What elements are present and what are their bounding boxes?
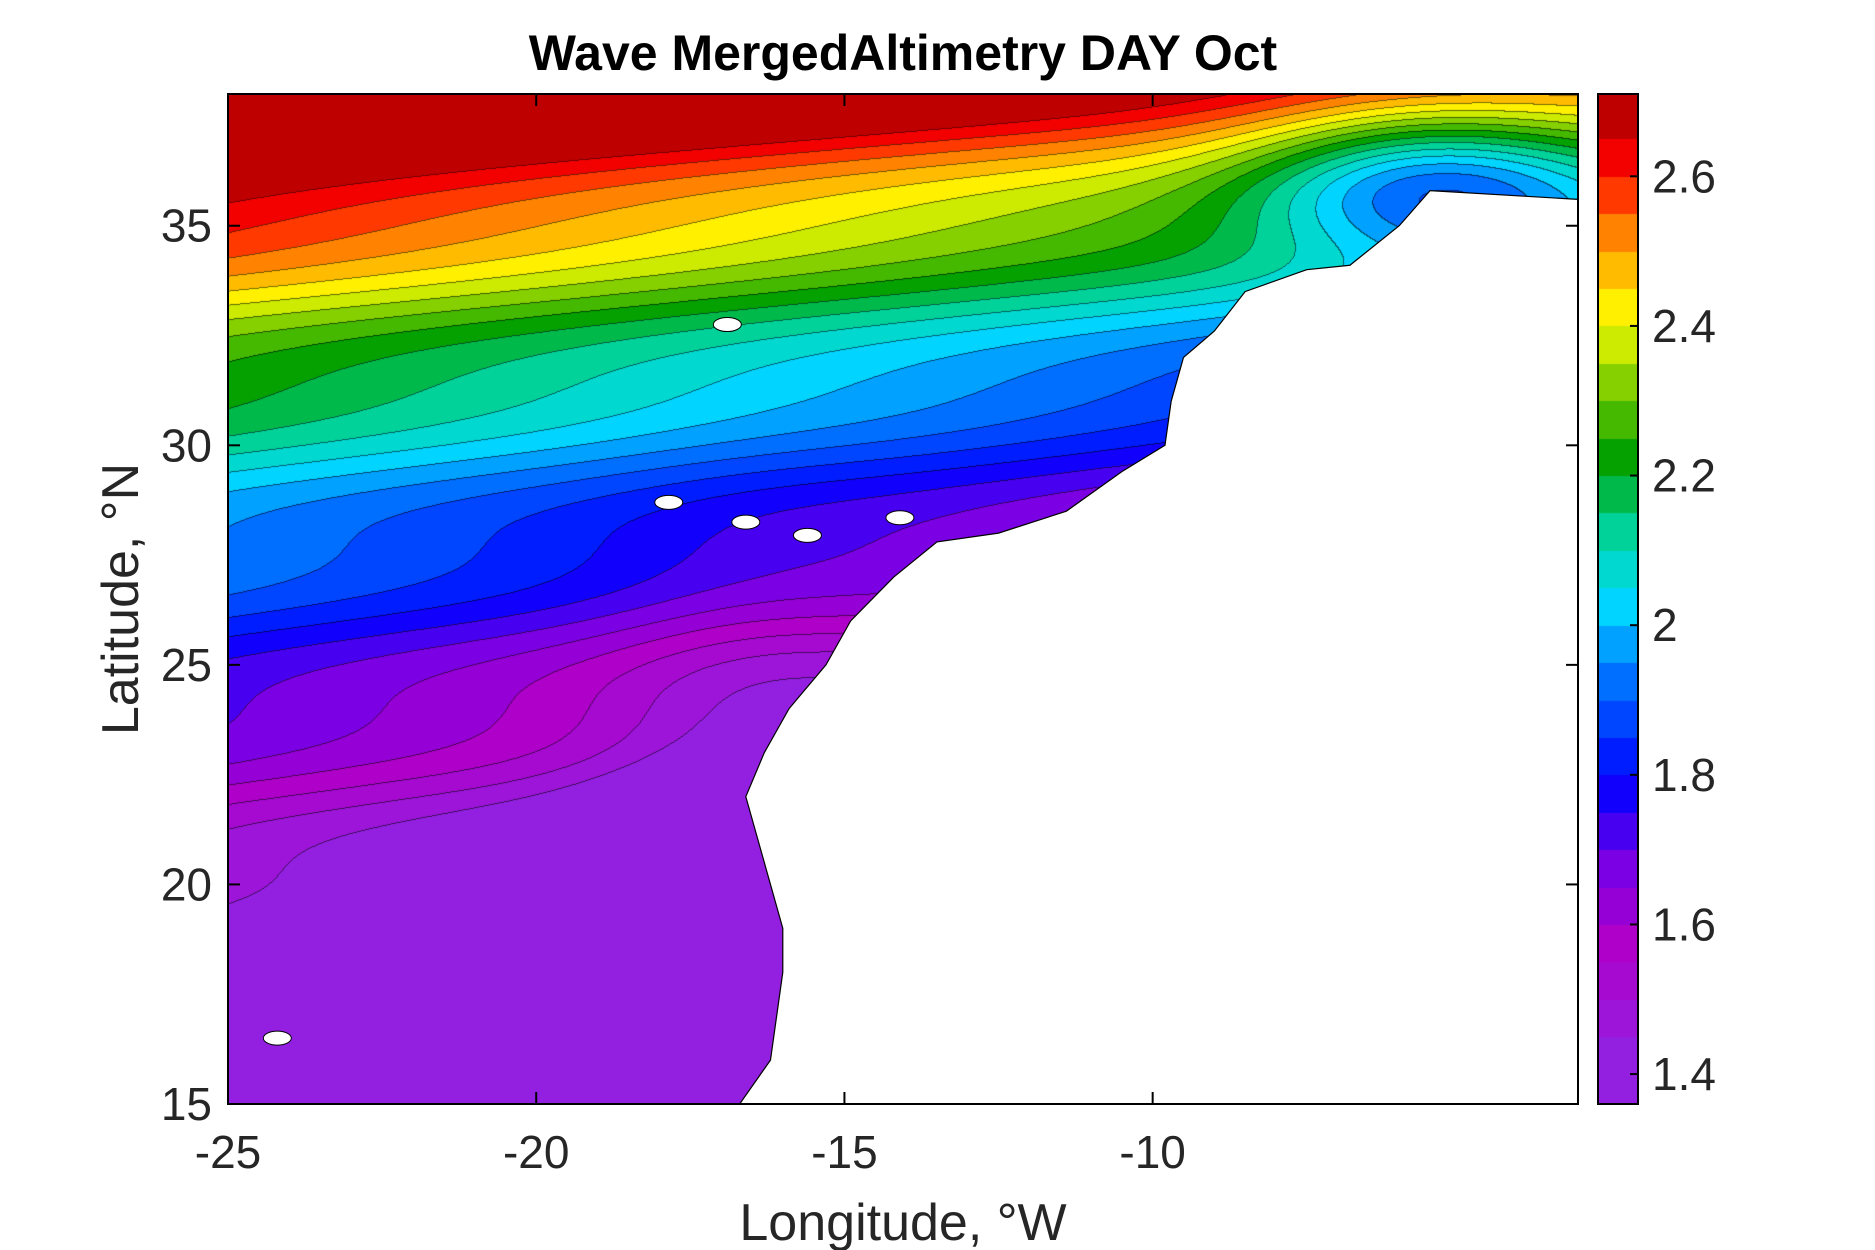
colorbar-tick-label: 1.6 — [1652, 898, 1716, 950]
x-axis-label: Longitude, °W — [739, 1194, 1066, 1250]
y-axis-label: Latitude, °N — [92, 463, 150, 735]
x-tick-label: -20 — [503, 1126, 569, 1178]
island-tenerife — [731, 514, 761, 530]
plot-area — [228, 94, 1578, 1104]
colorbar-ticks: 1.4 1.6 1.8 2 2.2 2.4 2.6 — [1630, 150, 1716, 1100]
colorbar-tick-label: 1.8 — [1652, 749, 1716, 801]
colorbar-tick-label: 1.4 — [1652, 1048, 1716, 1100]
x-axis: -25 -20 -15 -10 — [195, 94, 1186, 1178]
y-axis: 15 20 25 30 35 — [161, 200, 1578, 1130]
island-la-palma — [654, 494, 684, 510]
colorbar-tick-label: 2 — [1652, 599, 1678, 651]
y-tick-label: 35 — [161, 200, 212, 252]
colorbar: 1.4 1.6 1.8 2 2.2 2.4 2.6 — [1597, 93, 1716, 1105]
y-tick-label: 20 — [161, 858, 212, 910]
island-cape-verde — [262, 1030, 292, 1046]
colorbar-tick-label: 2.4 — [1652, 300, 1716, 352]
y-tick-label: 15 — [161, 1078, 212, 1130]
land-mass-africa-iberia — [738, 94, 1578, 1104]
y-tick-label: 30 — [161, 419, 212, 471]
x-tick-label: -10 — [1119, 1126, 1185, 1178]
colorbar-tick-label: 2.6 — [1652, 150, 1716, 202]
plot-frame — [227, 93, 1579, 1105]
island-fuerteventura — [885, 510, 915, 526]
chart-title: Wave MergedAltimetry DAY Oct — [529, 25, 1278, 81]
colorbar-tick-label: 2.2 — [1652, 450, 1716, 502]
islands-group — [262, 317, 915, 1046]
x-tick-label: -25 — [195, 1126, 261, 1178]
island-madeira — [712, 317, 742, 333]
x-tick-label: -15 — [811, 1126, 877, 1178]
island-gran-canaria — [792, 527, 822, 543]
colorbar-gradient — [1598, 94, 1638, 1104]
colorbar-frame — [1597, 93, 1639, 1105]
y-tick-label: 25 — [161, 639, 212, 691]
